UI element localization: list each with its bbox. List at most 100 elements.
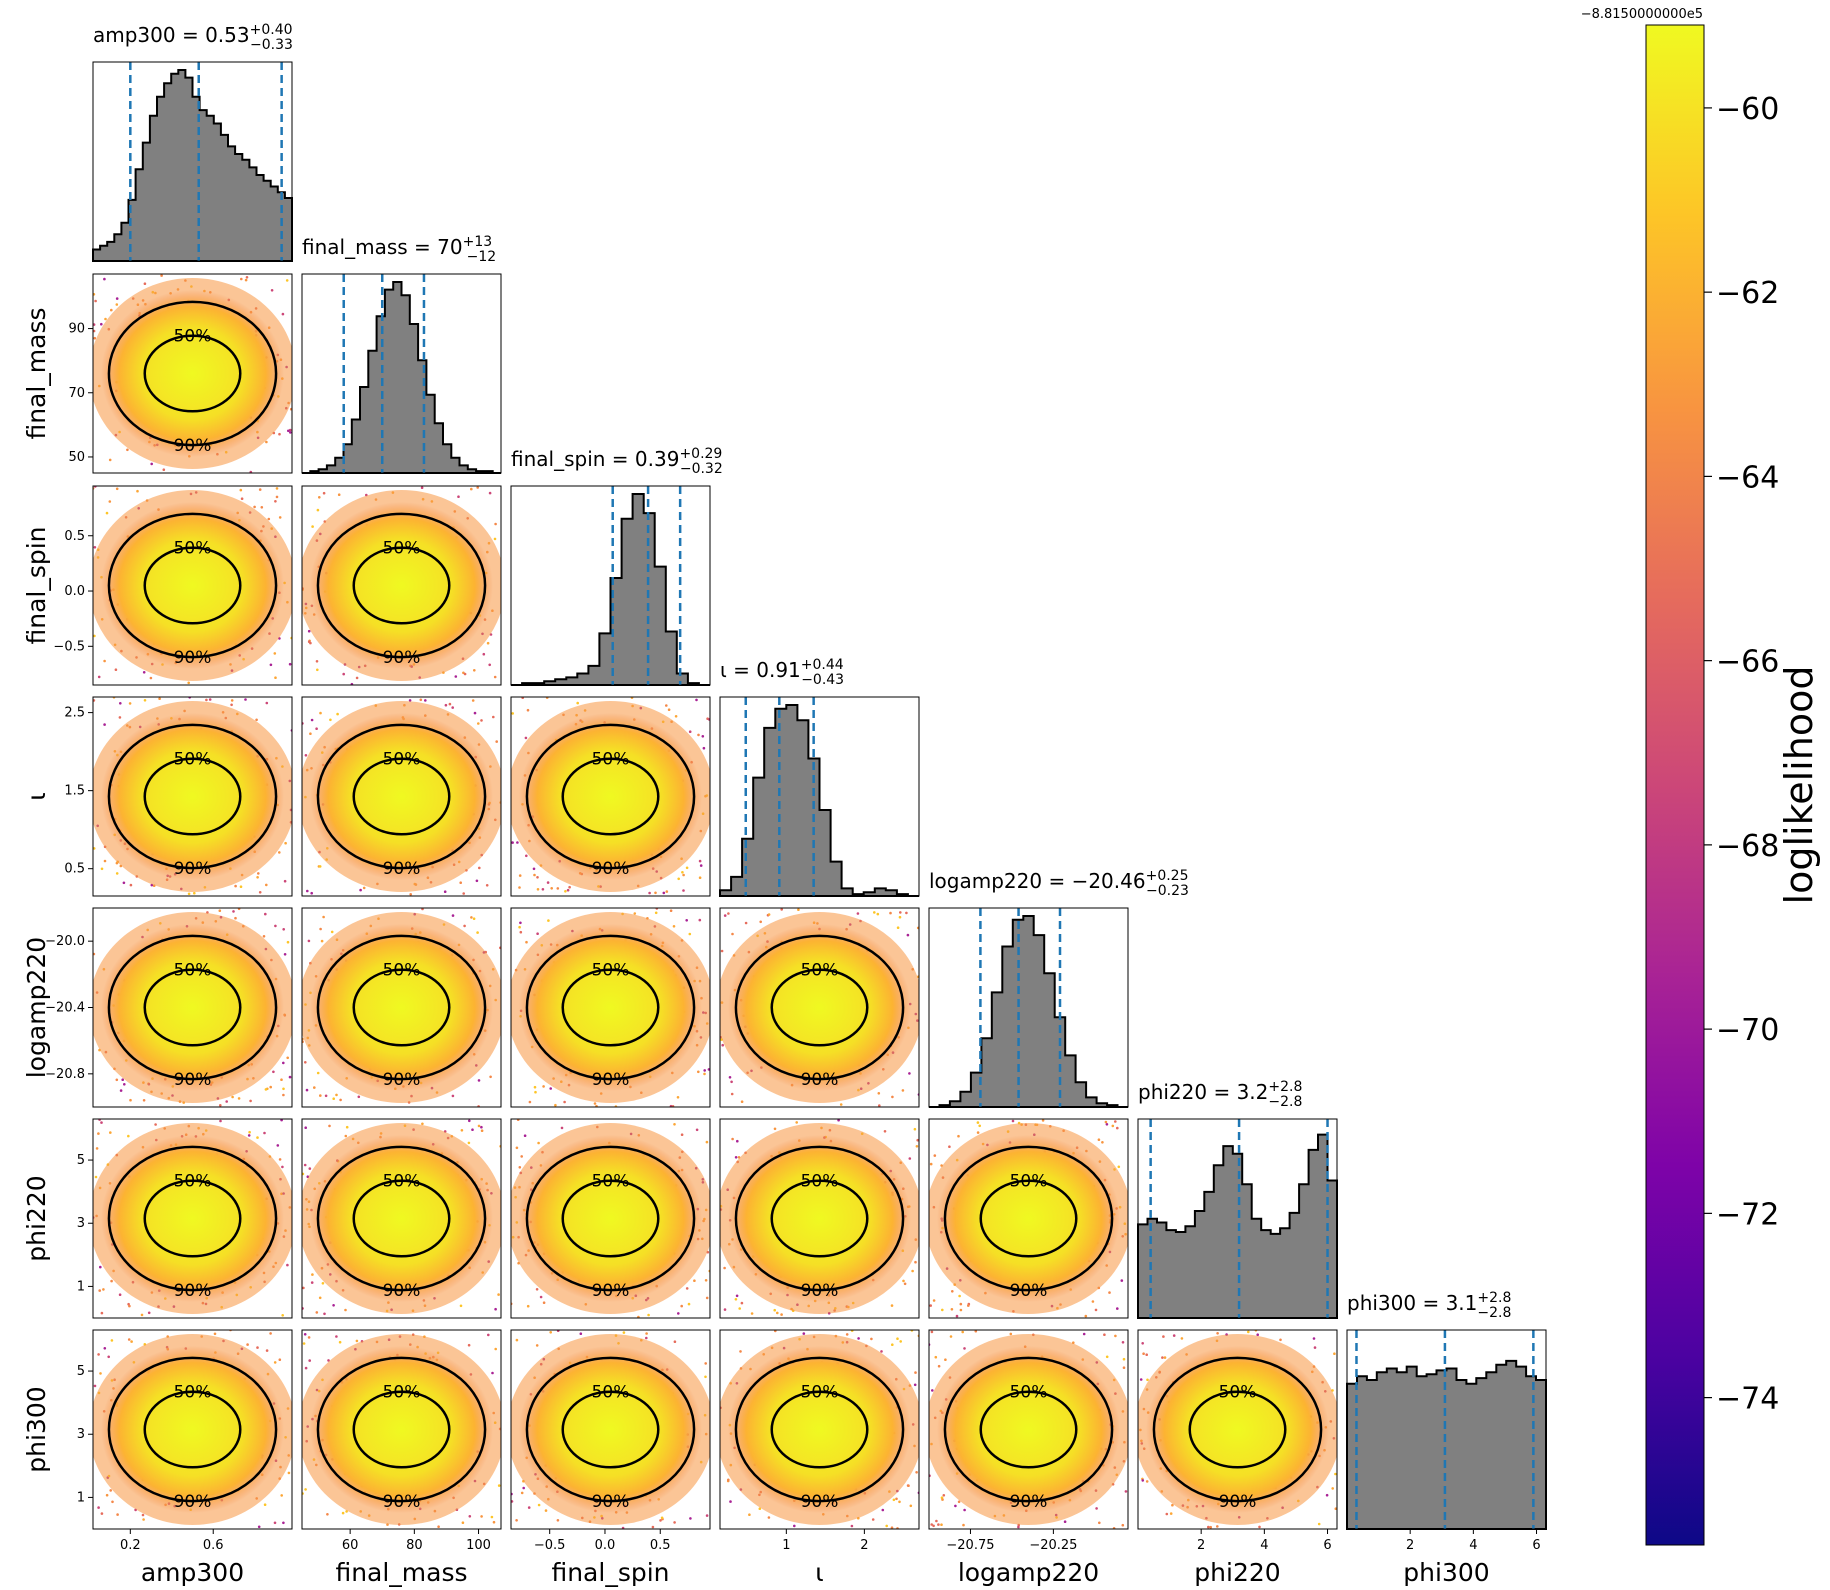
sample-point: [647, 1313, 650, 1317]
sample-point: [258, 891, 262, 894]
sample-point: [547, 919, 550, 922]
sample-point: [281, 312, 285, 316]
sample-point: [1207, 1525, 1210, 1529]
sample-point: [256, 876, 259, 879]
contour-label-90: 90%: [801, 1492, 839, 1512]
sample-point: [246, 1343, 249, 1346]
sample-point: [494, 1307, 497, 1311]
y-tick-label-logamp220: −20.8: [45, 1067, 85, 1082]
sample-point: [662, 891, 666, 895]
sample-point: [142, 1099, 146, 1102]
sample-point: [311, 525, 314, 528]
density-core: [727, 923, 912, 1092]
sample-point: [523, 1134, 527, 1137]
histogram-final_spin: final_spin = 0.39+0.29 −0.32: [510, 446, 723, 686]
sample-point: [906, 933, 910, 937]
sample-point: [457, 495, 460, 499]
sample-point: [728, 1076, 732, 1079]
sample-point: [477, 1124, 481, 1128]
sample-point: [93, 847, 96, 850]
y-tick-label-final_mass: 70: [68, 386, 85, 401]
density-core: [309, 501, 494, 670]
sample-point: [1084, 1314, 1088, 1318]
sample-point: [537, 1503, 541, 1507]
sample-point: [899, 911, 902, 914]
sample-point: [326, 1513, 329, 1516]
sample-point: [673, 1123, 676, 1126]
histogram-bars: [1137, 1133, 1338, 1319]
sample-point: [963, 1508, 966, 1512]
density-core: [100, 289, 285, 458]
sample-point: [511, 1500, 514, 1503]
sample-point: [1124, 1490, 1128, 1493]
sample-point: [528, 1100, 532, 1104]
sample-point: [309, 732, 312, 735]
sample-point: [282, 1087, 285, 1091]
sample-point: [476, 931, 479, 934]
histogram-iota: ι = 0.91+0.44 −0.43: [719, 657, 920, 897]
histogram-title-phi300: phi300 = 3.1+2.8 −2.8: [1347, 1290, 1511, 1321]
histogram-amp300: amp300 = 0.53+0.40 −0.33: [92, 22, 293, 262]
sample-point: [110, 1339, 114, 1342]
sample-point: [315, 1311, 319, 1314]
density-core: [518, 1134, 703, 1303]
x-tick-label-amp300: 0.6: [203, 1538, 224, 1553]
panel-phi300-vs-final_mass: 50% 90%: [301, 1329, 502, 1530]
sample-point: [305, 1088, 309, 1092]
sample-point: [248, 1130, 251, 1134]
contour-50: [1188, 1390, 1287, 1469]
sample-point: [315, 727, 318, 730]
sample-point: [568, 885, 571, 889]
y-tick-label-phi300: 3: [77, 1427, 85, 1442]
sample-point: [278, 432, 281, 436]
sample-point: [729, 1500, 732, 1503]
colorbar-tick-label: −74: [1716, 1382, 1779, 1417]
sample-point: [350, 682, 354, 685]
panel-content: 50% 90%: [511, 1330, 710, 1529]
sample-point: [263, 1503, 267, 1506]
colorbar-tick-label: −60: [1716, 92, 1779, 127]
contour-label-90: 90%: [383, 1070, 421, 1090]
sample-point: [265, 701, 269, 705]
sample-point: [682, 873, 685, 877]
sample-point: [473, 711, 477, 715]
panel-frame: [92, 1329, 293, 1530]
sample-point: [976, 1131, 980, 1134]
contour-label-90: 90%: [383, 859, 421, 879]
sample-point: [731, 1137, 734, 1141]
sample-point: [408, 699, 412, 702]
sample-point: [488, 491, 492, 495]
histogram-title-final_spin: final_spin = 0.39+0.29 −0.32: [511, 446, 723, 477]
sample-point: [219, 1119, 222, 1123]
sample-point: [519, 930, 523, 934]
sample-point: [115, 487, 119, 491]
sample-point: [269, 1332, 272, 1335]
sample-point: [119, 702, 122, 705]
sample-point: [304, 1488, 307, 1491]
histogram-bars: [511, 493, 710, 686]
sample-point: [487, 1333, 490, 1337]
sample-point: [976, 1121, 980, 1124]
sample-point: [673, 1521, 676, 1524]
sample-point: [310, 1281, 314, 1284]
density-core: [309, 1134, 494, 1303]
sample-point: [480, 1129, 484, 1132]
panel-content: 50% 90%: [302, 486, 501, 685]
sample-point: [515, 1519, 518, 1522]
sample-point: [355, 676, 359, 680]
sample-point: [288, 1075, 292, 1079]
sample-point: [911, 1269, 914, 1273]
sample-point: [685, 919, 688, 922]
density-core: [1145, 1345, 1330, 1514]
contour-50: [143, 546, 242, 625]
sample-point: [950, 1308, 954, 1311]
sample-point: [260, 506, 264, 509]
sample-point: [669, 909, 673, 912]
sample-point: [593, 1102, 597, 1105]
contour-label-50: 50%: [801, 961, 839, 981]
sample-point: [544, 1509, 548, 1512]
sample-point: [1216, 1332, 1219, 1335]
sample-point: [273, 1521, 277, 1525]
x-tick-label-final_spin: 0.0: [595, 1538, 616, 1553]
sample-point: [909, 1504, 913, 1508]
